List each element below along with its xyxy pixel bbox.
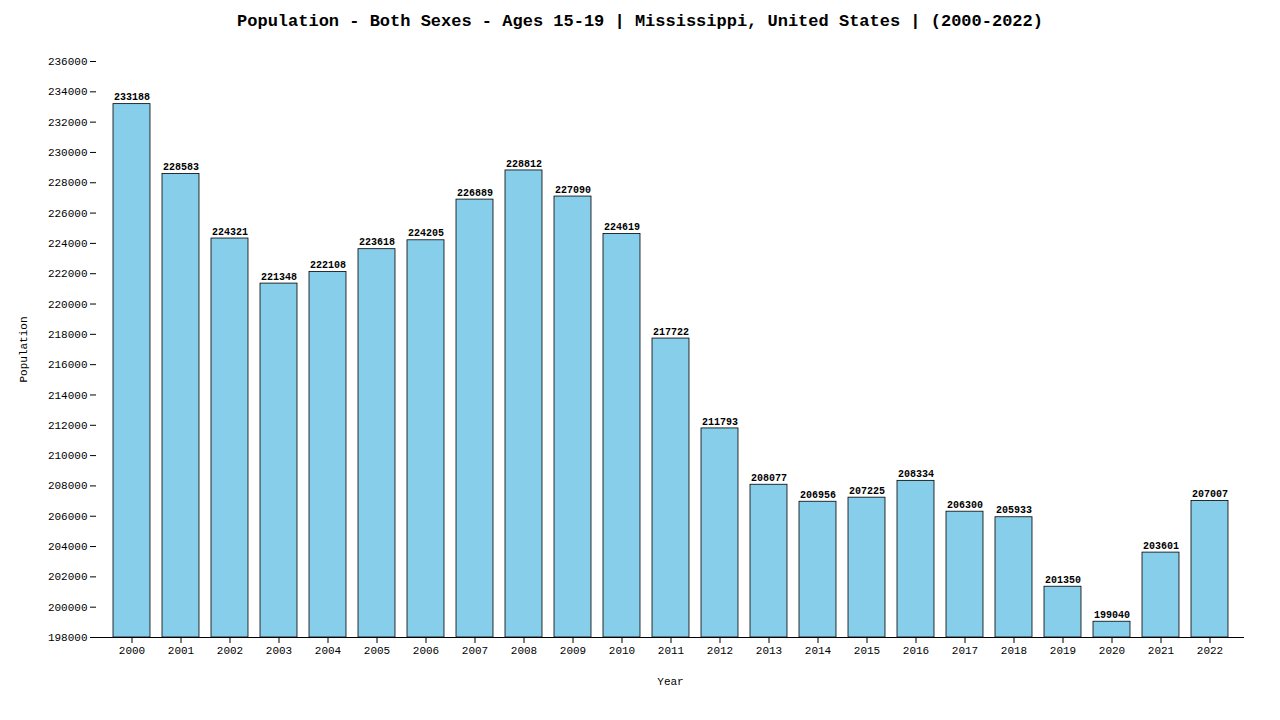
svg-text:236000: 236000 bbox=[48, 56, 88, 68]
svg-text:2004: 2004 bbox=[315, 645, 342, 657]
svg-text:218000: 218000 bbox=[48, 329, 88, 341]
svg-text:206000: 206000 bbox=[48, 511, 88, 523]
svg-text:2012: 2012 bbox=[707, 645, 733, 657]
svg-text:2020: 2020 bbox=[1099, 645, 1125, 657]
svg-text:207225: 207225 bbox=[849, 486, 885, 497]
svg-text:2009: 2009 bbox=[560, 645, 586, 657]
svg-text:227090: 227090 bbox=[555, 185, 591, 196]
svg-text:206300: 206300 bbox=[947, 500, 983, 511]
svg-text:2018: 2018 bbox=[1001, 645, 1027, 657]
svg-text:234000: 234000 bbox=[48, 86, 88, 98]
svg-text:2010: 2010 bbox=[609, 645, 635, 657]
svg-text:Population: Population bbox=[18, 316, 30, 382]
svg-text:2022: 2022 bbox=[1197, 645, 1223, 657]
svg-text:211793: 211793 bbox=[702, 417, 738, 428]
svg-text:210000: 210000 bbox=[48, 450, 88, 462]
svg-text:224205: 224205 bbox=[408, 228, 444, 239]
svg-text:208334: 208334 bbox=[898, 469, 934, 480]
svg-text:224000: 224000 bbox=[48, 238, 88, 250]
svg-text:222108: 222108 bbox=[310, 260, 346, 271]
svg-text:198000: 198000 bbox=[48, 632, 88, 644]
svg-text:228812: 228812 bbox=[506, 159, 542, 170]
svg-text:Year: Year bbox=[657, 676, 683, 688]
svg-text:202000: 202000 bbox=[48, 571, 88, 583]
svg-text:199040: 199040 bbox=[1094, 610, 1130, 621]
svg-text:212000: 212000 bbox=[48, 420, 88, 432]
svg-text:220000: 220000 bbox=[48, 299, 88, 311]
svg-text:2007: 2007 bbox=[462, 645, 488, 657]
svg-text:2015: 2015 bbox=[854, 645, 880, 657]
svg-text:230000: 230000 bbox=[48, 147, 88, 159]
svg-text:226000: 226000 bbox=[48, 208, 88, 220]
svg-text:2005: 2005 bbox=[364, 645, 390, 657]
html-text:Population - Both Sexes - Ages: Population - Both Sexes - Ages 15-19 | M… bbox=[237, 12, 1043, 31]
svg-text:223618: 223618 bbox=[359, 237, 395, 248]
svg-text:214000: 214000 bbox=[48, 389, 88, 401]
svg-text:203601: 203601 bbox=[1143, 541, 1179, 552]
svg-text:2011: 2011 bbox=[658, 645, 685, 657]
svg-text:222000: 222000 bbox=[48, 268, 88, 280]
svg-text:207007: 207007 bbox=[1192, 489, 1228, 500]
svg-text:232000: 232000 bbox=[48, 117, 88, 129]
svg-text:208077: 208077 bbox=[751, 473, 787, 484]
svg-text:228583: 228583 bbox=[163, 162, 199, 173]
svg-text:200000: 200000 bbox=[48, 602, 88, 614]
svg-text:2016: 2016 bbox=[903, 645, 929, 657]
svg-text:2014: 2014 bbox=[805, 645, 832, 657]
svg-text:206956: 206956 bbox=[800, 490, 836, 501]
svg-text:205933: 205933 bbox=[996, 505, 1032, 516]
svg-text:208000: 208000 bbox=[48, 480, 88, 492]
svg-text:216000: 216000 bbox=[48, 359, 88, 371]
svg-text:2019: 2019 bbox=[1050, 645, 1076, 657]
svg-text:2002: 2002 bbox=[217, 645, 243, 657]
svg-text:2017: 2017 bbox=[952, 645, 978, 657]
svg-text:204000: 204000 bbox=[48, 541, 88, 553]
svg-text:2003: 2003 bbox=[266, 645, 292, 657]
svg-text:201350: 201350 bbox=[1045, 575, 1081, 586]
svg-text:2013: 2013 bbox=[756, 645, 782, 657]
svg-text:2008: 2008 bbox=[511, 645, 537, 657]
svg-text:224619: 224619 bbox=[604, 222, 640, 233]
svg-text:217722: 217722 bbox=[653, 327, 689, 338]
svg-text:2021: 2021 bbox=[1148, 645, 1175, 657]
svg-text:228000: 228000 bbox=[48, 177, 88, 189]
svg-text:2006: 2006 bbox=[413, 645, 439, 657]
svg-text:224321: 224321 bbox=[212, 227, 248, 238]
svg-text:233188: 233188 bbox=[114, 92, 150, 103]
svg-text:221348: 221348 bbox=[261, 272, 297, 283]
svg-text:226889: 226889 bbox=[457, 188, 493, 199]
svg-text:2001: 2001 bbox=[168, 645, 195, 657]
svg-text:2000: 2000 bbox=[119, 645, 145, 657]
